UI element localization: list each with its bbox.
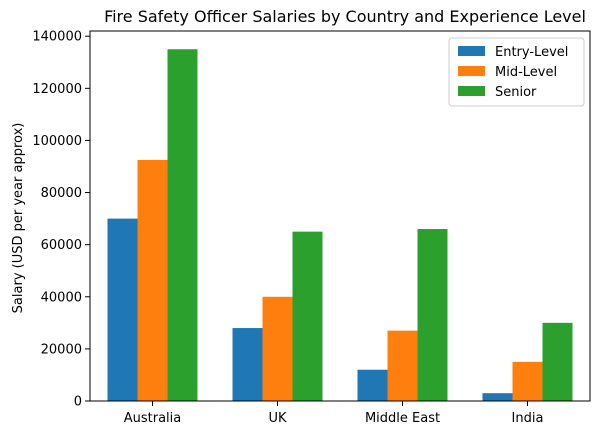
legend-label-mid-level: Mid-Level xyxy=(495,65,557,80)
legend: Entry-Level Mid-Level Senior xyxy=(448,37,585,107)
bar-senior-india xyxy=(542,322,573,401)
bar-senior-uk xyxy=(292,231,323,401)
legend-swatch-senior xyxy=(458,86,485,96)
y-tick-label: 0 xyxy=(74,395,82,410)
x-tick-label: India xyxy=(512,411,544,426)
y-tick-label: 60000 xyxy=(41,238,82,253)
axes-frame xyxy=(89,30,591,402)
y-tick-label: 100000 xyxy=(32,134,82,149)
x-tick-label: UK xyxy=(268,411,287,426)
legend-label-entry-level: Entry-Level xyxy=(495,45,568,60)
chart-title: Fire Safety Officer Salaries by Country … xyxy=(104,7,586,26)
bar-mid-level-india xyxy=(512,361,543,401)
bar-mid-level-uk xyxy=(262,296,293,401)
bar-entry-level-uk xyxy=(232,328,263,401)
y-tick-label: 40000 xyxy=(41,290,82,305)
legend-swatch-mid-level xyxy=(458,66,485,76)
y-tick-label: 140000 xyxy=(32,30,82,45)
x-tick-label: Middle East xyxy=(365,411,440,426)
bar-entry-level-middle-east xyxy=(357,369,388,401)
y-tick-label: 20000 xyxy=(41,342,82,357)
x-tick-label: Australia xyxy=(124,411,182,426)
legend-label-senior: Senior xyxy=(495,85,537,100)
plot-area: Australia UK Middle East India 0 20000 40000 60… xyxy=(32,30,591,426)
bar-entry-level-australia xyxy=(107,218,138,401)
y-tick-label: 120000 xyxy=(32,82,82,97)
legend-swatch-entry-level xyxy=(458,46,485,56)
y-axis-label: Salary (USD per year approx) xyxy=(11,123,26,314)
bar-mid-level-middle-east xyxy=(387,330,418,401)
y-tick-label: 80000 xyxy=(41,186,82,201)
bar-mid-level-australia xyxy=(137,159,168,401)
bar-entry-level-india xyxy=(482,393,513,401)
bar-senior-middle-east xyxy=(417,229,448,401)
bar-senior-australia xyxy=(167,49,198,401)
